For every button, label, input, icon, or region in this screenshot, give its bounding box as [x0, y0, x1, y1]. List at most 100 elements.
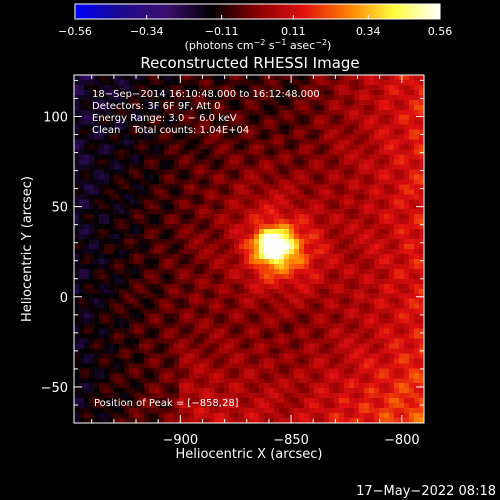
heatmap-cell	[369, 194, 375, 200]
heatmap-cell	[309, 393, 315, 399]
heatmap-cell	[124, 393, 130, 399]
heatmap-cell	[114, 89, 120, 96]
heatmap-cell	[199, 174, 205, 180]
heatmap-cell	[254, 184, 260, 190]
heatmap-cell	[199, 333, 205, 340]
heatmap-cell	[359, 338, 365, 345]
heatmap-cell	[334, 408, 340, 414]
heatmap-cell	[404, 154, 410, 161]
heatmap-cell	[314, 199, 320, 205]
heatmap-cell	[294, 378, 300, 384]
heatmap-cell	[194, 99, 200, 106]
heatmap-cell	[224, 408, 230, 414]
heatmap-cell	[259, 209, 265, 215]
heatmap-cell	[334, 338, 340, 345]
heatmap-cell	[339, 114, 345, 121]
heatmap-cell	[259, 353, 265, 359]
heatmap-cell	[349, 403, 355, 409]
heatmap-cell	[234, 313, 240, 320]
plot-frame	[73, 74, 425, 424]
heatmap-cell	[419, 303, 425, 310]
heatmap-cell	[294, 129, 300, 136]
heatmap-cell	[139, 313, 145, 320]
heatmap-cell	[359, 204, 365, 210]
heatmap-cell	[379, 154, 385, 161]
heatmap-cell	[349, 343, 355, 350]
heatmap-cell	[204, 378, 210, 384]
heatmap-cell	[154, 293, 160, 300]
heatmap-cell	[374, 75, 380, 81]
heatmap-cell	[204, 388, 210, 394]
heatmap-cell	[239, 263, 245, 270]
heatmap-cell	[389, 119, 395, 126]
heatmap-cell	[79, 348, 85, 354]
heatmap-cell	[419, 144, 425, 151]
heatmap-cell	[174, 343, 180, 350]
heatmap-cell	[274, 154, 280, 161]
heatmap-cell	[329, 358, 335, 364]
heatmap-cell	[324, 219, 330, 225]
heatmap-cell	[184, 323, 190, 330]
heatmap-cell	[374, 313, 380, 320]
heatmap-cell	[259, 204, 265, 210]
heatmap-cell	[394, 268, 400, 275]
heatmap-cell	[349, 214, 355, 220]
heatmap-cell	[104, 293, 110, 300]
heatmap-cell	[144, 134, 150, 141]
heatmap-cell	[114, 283, 120, 290]
heatmap-cell	[219, 119, 225, 126]
heatmap-cell	[79, 239, 85, 245]
heatmap-cell	[124, 328, 130, 335]
heatmap-cell	[84, 268, 90, 275]
heatmap-cell	[94, 253, 100, 260]
heatmap-cell	[359, 278, 365, 285]
heatmap-cell	[149, 323, 155, 330]
heatmap-cell	[154, 94, 160, 101]
heatmap-cell	[289, 298, 295, 305]
heatmap-cell	[209, 104, 215, 111]
heatmap-cell	[244, 249, 250, 255]
heatmap-cell	[239, 323, 245, 330]
heatmap-cell	[214, 268, 220, 275]
heatmap-cell	[109, 144, 115, 151]
heatmap-cell	[159, 79, 165, 86]
heatmap-cell	[369, 398, 375, 404]
heatmap-cell	[349, 99, 355, 106]
heatmap-cell	[114, 258, 120, 265]
heatmap-cell	[374, 94, 380, 101]
heatmap-cell	[419, 378, 425, 384]
heatmap-cell	[219, 373, 225, 379]
heatmap-cell	[344, 84, 350, 91]
heatmap-cell	[89, 129, 95, 136]
heatmap-cell	[209, 194, 215, 200]
heatmap-cell	[349, 184, 355, 190]
heatmap-cell	[234, 194, 240, 200]
heatmap-cell	[324, 75, 330, 81]
heatmap-cell	[74, 273, 80, 280]
heatmap-cell	[159, 75, 165, 81]
heatmap-cell	[164, 418, 170, 424]
heatmap-cell	[224, 258, 230, 265]
heatmap-cell	[179, 134, 185, 141]
heatmap-cell	[409, 99, 415, 106]
heatmap-cell	[279, 159, 285, 166]
heatmap-cell	[319, 373, 325, 379]
heatmap-cell	[99, 303, 105, 310]
heatmap-cell	[294, 209, 300, 215]
heatmap-cell	[269, 119, 275, 126]
heatmap-cell	[294, 318, 300, 325]
heatmap-cell	[204, 283, 210, 290]
heatmap-cell	[394, 179, 400, 185]
heatmap-cell	[329, 328, 335, 335]
heatmap-cell	[284, 184, 290, 190]
heatmap-cell	[139, 383, 145, 389]
heatmap-cell	[309, 239, 315, 245]
heatmap-cell	[139, 139, 145, 146]
heatmap-cell	[284, 149, 290, 156]
heatmap-cell	[244, 159, 250, 166]
heatmap-cell	[79, 288, 85, 295]
heatmap-cell	[94, 373, 100, 379]
heatmap-cell	[189, 209, 195, 215]
heatmap-cell	[129, 89, 135, 96]
heatmap-cell	[244, 273, 250, 280]
